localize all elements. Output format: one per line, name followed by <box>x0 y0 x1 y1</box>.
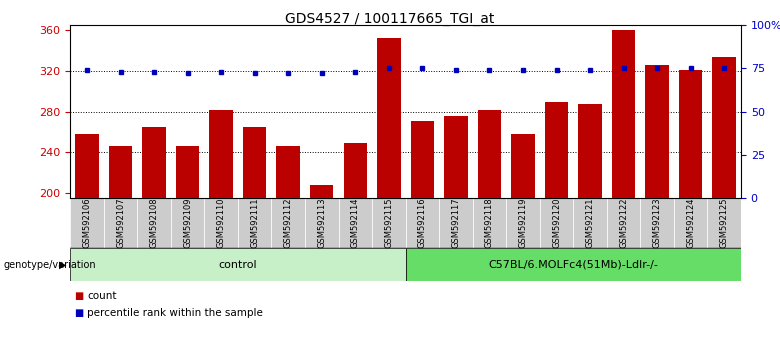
Text: GDS4527 / 100117665_TGI_at: GDS4527 / 100117665_TGI_at <box>285 12 495 27</box>
Text: C57BL/6.MOLFc4(51Mb)-Ldlr-/-: C57BL/6.MOLFc4(51Mb)-Ldlr-/- <box>488 259 658 270</box>
Text: GSM592114: GSM592114 <box>351 198 360 248</box>
Bar <box>238 198 271 248</box>
Bar <box>243 127 267 198</box>
Bar <box>176 146 200 198</box>
Bar <box>137 198 171 248</box>
Text: GSM592112: GSM592112 <box>284 198 292 248</box>
Bar <box>444 116 468 198</box>
Text: GSM592110: GSM592110 <box>217 198 225 248</box>
Text: GSM592107: GSM592107 <box>116 198 125 249</box>
Bar <box>70 198 104 248</box>
Bar <box>305 198 339 248</box>
Bar <box>612 30 636 198</box>
Bar <box>343 143 367 198</box>
Bar <box>544 102 569 198</box>
Bar <box>439 198 473 248</box>
Bar <box>410 121 434 198</box>
Bar <box>477 110 502 198</box>
Bar <box>209 110 233 198</box>
Bar <box>339 198 372 248</box>
Text: ■: ■ <box>74 291 83 301</box>
Bar <box>540 198 573 248</box>
Bar <box>607 198 640 248</box>
Text: GSM592121: GSM592121 <box>586 198 594 248</box>
Text: percentile rank within the sample: percentile rank within the sample <box>87 308 263 318</box>
Bar <box>108 146 133 198</box>
Bar <box>75 134 99 198</box>
Bar <box>645 64 669 198</box>
Text: GSM592118: GSM592118 <box>485 198 494 249</box>
Text: GSM592120: GSM592120 <box>552 198 561 248</box>
Text: GSM592117: GSM592117 <box>452 198 460 249</box>
Bar <box>712 57 736 198</box>
Text: GSM592119: GSM592119 <box>519 198 527 248</box>
Bar <box>70 248 406 281</box>
Text: count: count <box>87 291 117 301</box>
Text: genotype/variation: genotype/variation <box>4 259 97 270</box>
Text: GSM592122: GSM592122 <box>619 198 628 248</box>
Text: ■: ■ <box>74 308 83 318</box>
Text: GSM592116: GSM592116 <box>418 198 427 249</box>
Bar <box>640 198 674 248</box>
Bar <box>573 198 607 248</box>
Text: control: control <box>218 259 257 270</box>
Bar <box>142 127 166 198</box>
Bar <box>377 38 401 198</box>
Bar <box>204 198 238 248</box>
Bar <box>310 185 334 198</box>
Text: GSM592115: GSM592115 <box>385 198 393 248</box>
Bar <box>406 198 439 248</box>
Bar <box>104 198 137 248</box>
Text: GSM592109: GSM592109 <box>183 198 192 248</box>
Bar <box>171 198 204 248</box>
Bar <box>271 198 305 248</box>
Bar <box>578 104 602 198</box>
Bar <box>506 198 540 248</box>
Text: GSM592124: GSM592124 <box>686 198 695 248</box>
Text: GSM592123: GSM592123 <box>653 198 661 249</box>
Text: GSM592106: GSM592106 <box>83 198 91 249</box>
Bar <box>276 146 300 198</box>
Bar <box>372 198 406 248</box>
Bar <box>406 248 741 281</box>
Text: GSM592125: GSM592125 <box>720 198 729 248</box>
Bar <box>473 198 506 248</box>
Bar <box>679 70 703 198</box>
Text: GSM592111: GSM592111 <box>250 198 259 248</box>
Text: GSM592113: GSM592113 <box>317 198 326 249</box>
Text: GSM592108: GSM592108 <box>150 198 158 249</box>
Text: ▶: ▶ <box>58 259 66 270</box>
Bar <box>511 134 535 198</box>
Bar <box>707 198 741 248</box>
Bar <box>674 198 707 248</box>
